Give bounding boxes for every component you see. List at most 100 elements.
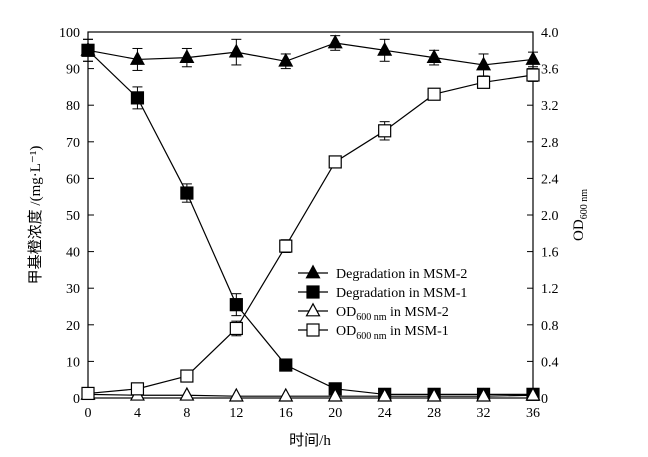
data-point [279, 239, 293, 253]
data-point [228, 387, 244, 402]
data-point [427, 87, 441, 101]
left-tick-label: 30 [66, 282, 80, 297]
data-point [179, 49, 195, 64]
right-tick-label: 2.4 [541, 172, 559, 187]
legend-label: Degradation in MSM-2 [336, 267, 467, 282]
x-tick-label: 24 [378, 406, 392, 421]
data-point [180, 186, 194, 200]
left-tick-label: 40 [66, 246, 80, 261]
legend-item: Degradation in MSM-1 [298, 285, 467, 301]
data-point [426, 49, 442, 64]
data-point [526, 68, 540, 82]
data-point [476, 75, 491, 89]
x-tick-label: 16 [279, 406, 293, 421]
legend-label-main: Degradation in MSM-1 [336, 286, 467, 301]
x-tick-label: 20 [328, 406, 342, 421]
right-axis-ticks: 0 0.4 0.8 1.2 1.6 2.0 2.4 2.8 3.2 3.6 4.0 [527, 26, 559, 407]
data-point [328, 155, 342, 169]
data-point [525, 50, 541, 65]
data-point [327, 387, 343, 402]
left-tick-label: 10 [66, 355, 80, 370]
x-tick-label: 8 [183, 406, 190, 421]
legend-label: Degradation in MSM-1 [336, 286, 467, 301]
legend-label-suffix: in MSM-2 [387, 305, 449, 320]
data-point [378, 124, 392, 138]
left-tick-label: 60 [66, 172, 80, 187]
data-point [278, 52, 294, 67]
series-degradation-in-msm-2 [80, 34, 541, 77]
left-tick-label: 100 [59, 26, 80, 41]
data-point [229, 321, 243, 336]
data-point [327, 34, 343, 49]
left-tick-label: 70 [66, 136, 80, 151]
legend-marker [306, 323, 320, 337]
legend-item: OD600 nm in MSM-2 [298, 302, 449, 323]
series-line [87, 393, 534, 397]
legend-label-sub: 600 nm [356, 331, 387, 342]
data-point [476, 56, 492, 71]
data-point [426, 387, 442, 402]
legend: Degradation in MSM-2 Degradation in MSM-1… [298, 264, 467, 342]
data-point [179, 386, 195, 401]
series-od600-nm-in-msm-1 [81, 68, 540, 401]
legend-label-suffix: in MSM-1 [387, 324, 449, 339]
data-point [180, 369, 194, 383]
legend-label-sub: 600 nm [356, 312, 387, 323]
data-point [81, 386, 95, 401]
legend-marker [305, 264, 321, 279]
right-axis-title-main: OD [571, 219, 587, 241]
right-tick-label: 0.4 [541, 355, 559, 370]
right-axis-title: OD600 nm [571, 189, 590, 241]
right-tick-label: 2.0 [541, 209, 559, 224]
data-point [229, 298, 243, 312]
legend-label-main: Degradation in MSM-2 [336, 267, 467, 282]
x-axis-title: 时间/h [289, 432, 331, 449]
right-axis-title-sub: 600 nm [579, 189, 590, 220]
x-axis-ticks: 0 4 8 12 16 20 24 28 32 36 [85, 392, 540, 421]
x-tick-label: 32 [477, 406, 491, 421]
series-line [87, 49, 533, 395]
legend-label: OD600 nm in MSM-1 [336, 324, 449, 342]
right-tick-label: 0.8 [541, 319, 559, 334]
x-tick-label: 12 [229, 406, 243, 421]
x-tick-label: 4 [134, 406, 141, 421]
legend-marker [305, 302, 321, 317]
legend-label-main: OD [336, 305, 356, 320]
right-tick-label: 3.2 [541, 99, 559, 114]
series-line [87, 42, 534, 66]
right-tick-label: 2.8 [541, 136, 559, 151]
left-axis-ticks: 0 10 20 30 40 50 60 70 80 90 100 [59, 26, 94, 407]
legend-label-main: OD [336, 324, 356, 339]
data-point [278, 387, 294, 402]
left-axis-title: 甲基橙浓度 /(mg·L⁻¹) [27, 146, 44, 285]
data-point [476, 387, 492, 402]
left-tick-label: 90 [66, 63, 80, 78]
series-layer [80, 34, 541, 402]
series-line [87, 74, 534, 395]
x-tick-label: 0 [85, 406, 92, 421]
data-point [279, 358, 293, 372]
left-tick-label: 50 [66, 209, 80, 224]
legend-marker [306, 285, 320, 299]
data-point [377, 41, 393, 56]
x-tick-label: 36 [526, 406, 540, 421]
legend-item: OD600 nm in MSM-1 [298, 323, 449, 342]
data-point [130, 91, 145, 105]
left-tick-label: 80 [66, 99, 80, 114]
legend-label: OD600 nm in MSM-2 [336, 305, 449, 323]
right-tick-label: 3.6 [541, 63, 559, 78]
data-point [525, 386, 541, 401]
right-tick-label: 4.0 [541, 26, 559, 41]
legend-item: Degradation in MSM-2 [298, 264, 467, 282]
data-point [228, 43, 244, 58]
right-tick-label: 1.6 [541, 246, 559, 261]
data-point [81, 43, 95, 57]
data-point [377, 387, 393, 402]
data-point [130, 382, 145, 396]
left-tick-label: 20 [66, 319, 80, 334]
right-tick-label: 0 [541, 392, 548, 407]
series-degradation-in-msm-1 [81, 38, 540, 401]
data-point [129, 50, 145, 65]
right-tick-label: 1.2 [541, 282, 559, 297]
